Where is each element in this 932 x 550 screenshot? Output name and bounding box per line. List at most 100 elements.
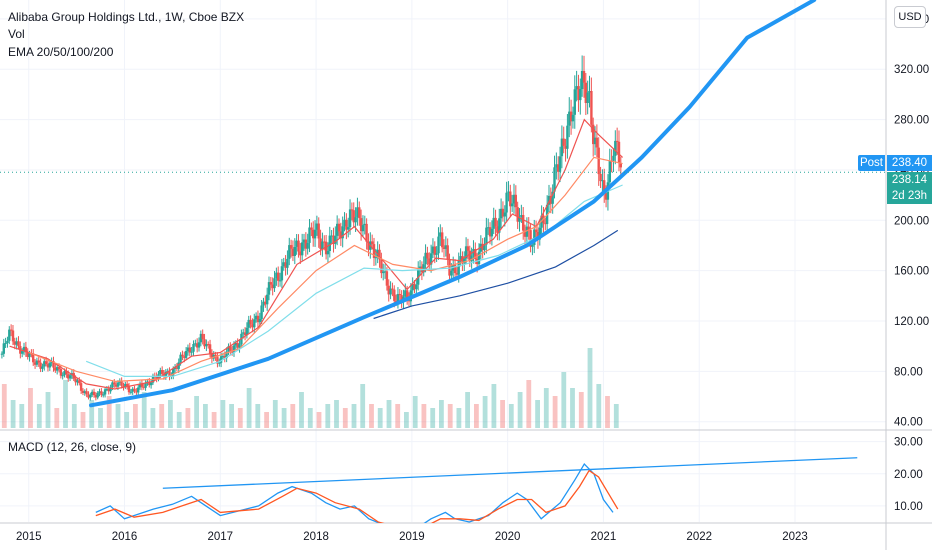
volume-bar [124, 412, 130, 428]
time-tick-label: 2022 [686, 531, 712, 543]
bar-countdown: 2d 23h [891, 190, 928, 202]
candle-body [179, 354, 182, 363]
volume-bar [334, 400, 339, 428]
currency-button[interactable]: USD [894, 6, 926, 28]
candle-body [321, 241, 324, 249]
candle-body [534, 229, 538, 232]
candle-body [566, 125, 569, 149]
candle-body [343, 219, 346, 227]
candle-body [450, 270, 453, 276]
candle-body [415, 284, 418, 290]
volume-bar [229, 404, 234, 428]
candle-body [21, 351, 24, 354]
last-price-tag: 238.14 2d 23h [887, 172, 932, 204]
candle-body [118, 380, 121, 383]
candle-body [551, 191, 554, 204]
candle-body [569, 111, 573, 122]
candle-body [218, 362, 221, 364]
candle-body [243, 332, 247, 336]
candle-body [512, 194, 516, 204]
candle-body [374, 257, 377, 259]
candle-body [37, 360, 40, 363]
candle-body [245, 327, 249, 336]
candle-body [201, 333, 204, 340]
candle-body [4, 343, 7, 344]
price-tick-label: 320.00 [894, 64, 929, 76]
volume-bar [439, 400, 444, 428]
macd-tick-label: 20.00 [894, 469, 923, 481]
volume-bar [106, 396, 112, 428]
candle-body [227, 346, 230, 352]
candle-body [251, 324, 254, 328]
volume-bar [194, 396, 199, 428]
candle-body [124, 383, 127, 388]
candle-body [601, 180, 604, 182]
candle-body [538, 227, 541, 240]
volume-bar [474, 404, 479, 428]
candle-body [100, 391, 103, 395]
volume-bar [203, 404, 208, 428]
candle-body [221, 355, 225, 357]
candle-body [496, 226, 499, 233]
candle-body [341, 226, 344, 239]
candle-body [372, 244, 376, 258]
candle-body [391, 288, 394, 290]
candle-body [41, 366, 44, 369]
candle-body [619, 163, 622, 168]
volume-bar [19, 404, 25, 428]
candle-body [249, 319, 252, 325]
candle-body [577, 86, 580, 101]
volume-bar [587, 348, 593, 428]
volume-bar [98, 408, 103, 428]
volume-bar [605, 396, 610, 428]
volume-bar [325, 404, 331, 428]
ema-50-line [28, 156, 623, 383]
volume-bar [159, 404, 165, 428]
price-tick-label: 80.00 [894, 366, 923, 378]
candle-body [114, 384, 118, 387]
candle-body [555, 164, 558, 168]
macd-trendline [162, 457, 858, 489]
volume-bar [404, 412, 409, 428]
candle-body [431, 246, 435, 254]
candle-body [24, 346, 28, 353]
candle-body [54, 367, 57, 371]
candle-body [499, 208, 503, 219]
candle-body [593, 137, 597, 145]
candle-body [94, 395, 98, 398]
ema-200-line [373, 229, 619, 320]
candle-body [11, 330, 15, 342]
candle-body [317, 223, 320, 239]
candle-body [361, 225, 365, 232]
candle-body [385, 271, 389, 286]
candle-body [0, 353, 4, 355]
candle-body [273, 278, 276, 289]
volume-bar [211, 412, 217, 428]
candle-body [549, 195, 552, 204]
candle-body [267, 282, 271, 295]
candle-body [46, 364, 50, 368]
candle-body [468, 250, 471, 262]
candle-body [505, 192, 508, 213]
candle-body [262, 301, 265, 306]
candle-body [358, 207, 361, 219]
candle-body [378, 249, 381, 260]
candle-body [194, 343, 197, 345]
candle-body [137, 387, 140, 393]
candle-body [604, 193, 608, 200]
volume-bar [377, 408, 383, 428]
candle-body [96, 393, 99, 398]
candle-body [173, 367, 177, 369]
candle-body [17, 341, 20, 347]
candle-body [428, 258, 431, 265]
volume-bar [517, 392, 523, 428]
candle-body [518, 217, 521, 222]
candle-body [238, 344, 241, 348]
candle-body [57, 367, 61, 369]
price-tick-label: 120.00 [894, 316, 929, 328]
volume-bar [465, 392, 470, 428]
candle-body [2, 343, 5, 354]
candle-body [365, 223, 368, 242]
time-tick-label: 2018 [303, 531, 329, 543]
